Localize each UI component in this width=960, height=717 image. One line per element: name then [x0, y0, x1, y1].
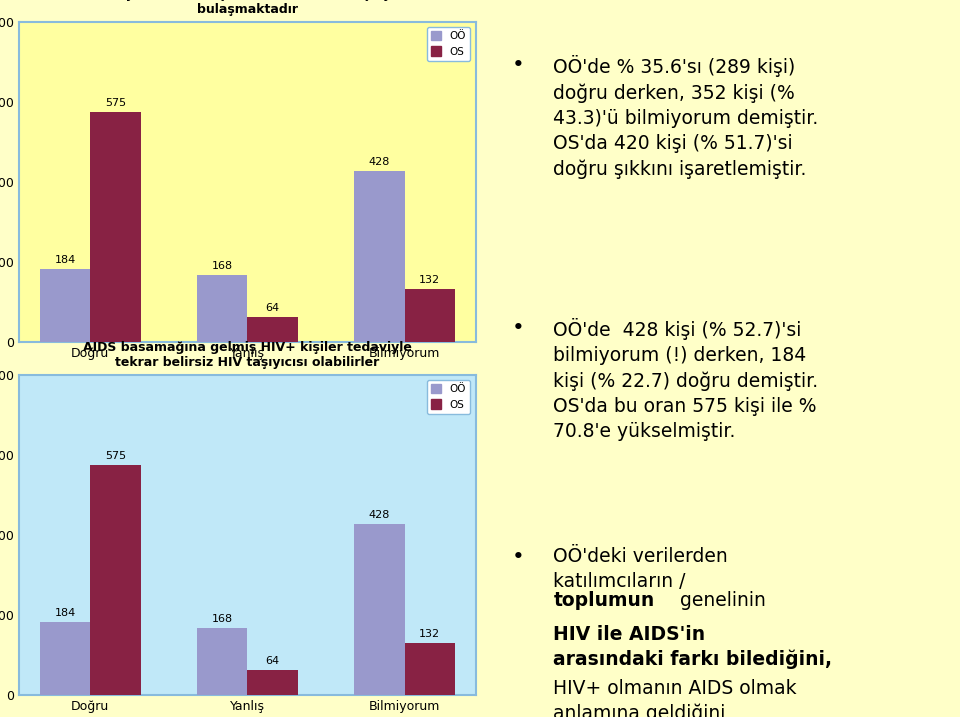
Text: 168: 168	[212, 614, 233, 624]
Text: OÖ'deki verilerden
katılımcıların /: OÖ'deki verilerden katılımcıların /	[553, 547, 728, 592]
Text: 184: 184	[55, 255, 76, 265]
Text: 64: 64	[266, 656, 279, 666]
Bar	[197, 275, 248, 343]
Text: 168: 168	[212, 261, 233, 271]
Text: HIV ile AIDS'in
arasındaki farkı bilediğini,: HIV ile AIDS'in arasındaki farkı bilediğ…	[553, 625, 832, 670]
Text: toplumun: toplumun	[553, 591, 655, 610]
Bar	[248, 317, 298, 343]
Text: HIV+ olmanın AIDS olmak
anlamına geldiğini
düşündüğünü anlıyoruz.: HIV+ olmanın AIDS olmak anlamına geldiği…	[553, 678, 797, 717]
Bar	[90, 465, 140, 695]
Bar	[40, 622, 90, 695]
Legend: OÖ, OS: OÖ, OS	[427, 27, 470, 61]
Bar	[248, 670, 298, 695]
Bar	[90, 112, 140, 343]
Bar	[354, 524, 404, 695]
Bar	[354, 171, 404, 343]
Text: 575: 575	[105, 98, 126, 108]
Bar	[197, 628, 248, 695]
Bar	[404, 290, 455, 343]
Text: 428: 428	[369, 157, 390, 167]
Text: 64: 64	[266, 303, 279, 313]
Text: •: •	[513, 55, 525, 75]
Text: 575: 575	[105, 451, 126, 461]
Text: •: •	[513, 547, 525, 567]
Title: Türkiye'de HIV en çok heteroseksüel ilişkiyle
bulaşmaktadır: Türkiye'de HIV en çok heteroseksüel iliş…	[91, 0, 404, 16]
Bar	[404, 642, 455, 695]
Text: 132: 132	[420, 275, 441, 285]
Text: •: •	[513, 318, 525, 338]
Text: 132: 132	[420, 629, 441, 639]
Text: genelinin: genelinin	[674, 591, 772, 610]
Bar	[40, 269, 90, 343]
Text: 428: 428	[369, 510, 390, 520]
Title: AIDS basamağına gelmiş HIV+ kişiler tedaviyle
tekrar belirsiz HIV taşıyıcısı ola: AIDS basamağına gelmiş HIV+ kişiler teda…	[83, 341, 412, 369]
Legend: OÖ, OS: OÖ, OS	[427, 380, 470, 414]
Text: OÖ'de % 35.6'sı (289 kişi)
doğru derken, 352 kişi (%
43.3)'ü bilmiyorum demiştir: OÖ'de % 35.6'sı (289 kişi) doğru derken,…	[553, 55, 819, 179]
Text: OÖ'de  428 kişi (% 52.7)'si
bilmiyorum (!) derken, 184
kişi (% 22.7) doğru demiş: OÖ'de 428 kişi (% 52.7)'si bilmiyorum (!…	[553, 318, 818, 441]
Text: 184: 184	[55, 608, 76, 617]
